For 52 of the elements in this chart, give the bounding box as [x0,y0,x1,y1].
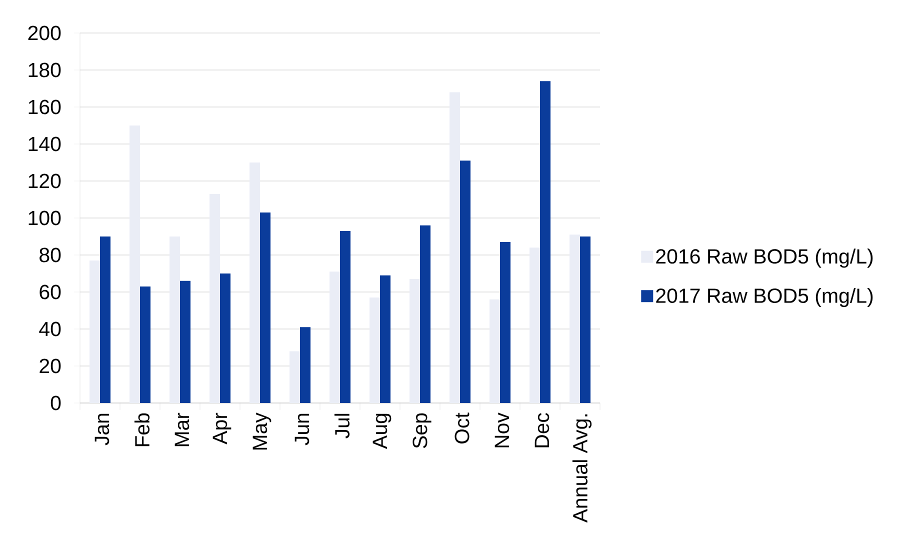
y-tick-label: 80 [40,248,61,262]
bar [170,236,180,403]
y-tick-label: 40 [39,322,61,336]
y-tick-label: 100 [28,210,61,226]
x-tick-label: Jul [334,414,350,438]
bar [540,81,551,403]
bar [140,286,150,403]
bar [180,280,190,403]
x-tick-label: Dec [534,413,550,448]
bar [460,160,471,403]
bar [530,248,540,403]
bar [100,236,110,403]
bar [300,327,311,403]
x-tick-label: Apr [212,412,232,444]
x-tick-label: Annual Avg. [572,414,592,523]
x-tick-label: Jan [94,414,110,446]
x-tick-label: Aug [372,414,392,449]
bar [410,279,420,403]
y-tick-label: 180 [28,62,61,78]
legend-label: 2017 Raw BOD5 (mg/L) [656,288,873,308]
bar [570,234,580,403]
bar [340,230,351,403]
y-tick-label: 60 [40,284,61,300]
x-tick-label: May [252,412,272,450]
bar [210,194,220,403]
y-tick-label: 200 [28,26,61,40]
legend-label: 2016 Raw BOD5 (mg/L) [656,248,873,268]
bar [490,299,500,403]
x-tick-label: Sep [412,413,432,448]
bar [90,260,100,403]
x-tick-label: Nov [494,412,510,448]
bar [420,225,431,403]
bar [260,212,271,403]
y-tick-label: 120 [28,174,61,188]
bar [250,162,260,403]
bar [130,125,140,403]
bar [380,275,391,403]
bar [370,298,380,403]
bar [500,242,511,403]
bar [290,351,300,403]
bar [330,272,340,403]
x-tick-label: Feb [134,413,150,446]
bar [220,273,230,403]
y-tick-label: 0 [50,396,61,410]
y-tick-label: 140 [28,136,61,152]
y-tick-label: 160 [28,100,61,114]
x-tick-label: Mar [174,412,190,446]
bar [450,92,460,403]
bar [580,236,591,403]
x-tick-label: Jun [294,414,310,446]
y-tick-label: 20 [40,358,61,374]
x-tick-label: Oct [454,412,470,444]
